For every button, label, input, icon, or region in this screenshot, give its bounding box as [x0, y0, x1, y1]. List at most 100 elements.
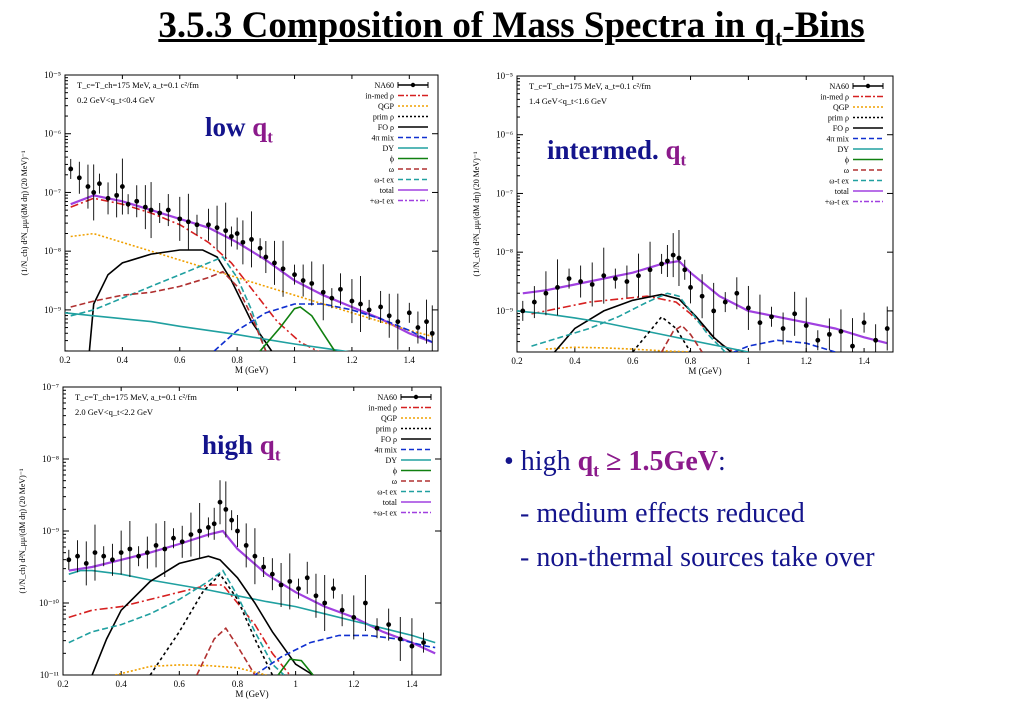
data-point	[358, 301, 363, 307]
legend-label: QGP	[381, 414, 398, 423]
data-point	[142, 204, 148, 210]
data-point	[803, 323, 809, 328]
data-point	[415, 325, 421, 330]
legend-label: FO ρ	[378, 123, 394, 132]
data-point	[421, 640, 426, 645]
data-point	[101, 553, 107, 559]
intermed-q-letter: q	[665, 135, 681, 165]
data-point	[68, 166, 74, 172]
data-point	[351, 615, 357, 620]
data-point	[223, 507, 229, 512]
data-point	[136, 553, 142, 559]
y-tick-label: 10⁻⁶	[44, 129, 61, 139]
y-tick-label: 10⁻⁵	[44, 70, 61, 80]
data-point	[395, 319, 401, 325]
bullet-condition: qt ≥ 1.5GeV	[578, 446, 718, 481]
y-tick-label: 10⁻⁵	[496, 71, 513, 81]
data-point	[659, 261, 665, 267]
data-point	[114, 192, 120, 198]
conclusion-bullets: • high qt ≥ 1.5GeV: - medium effects red…	[504, 446, 875, 580]
series-4-mix	[213, 303, 433, 351]
data-point	[873, 337, 879, 343]
x-tick-label: 0.8	[232, 355, 244, 365]
x-tick-label: 0.6	[627, 356, 639, 366]
series-prim-	[632, 315, 692, 352]
plot-header-params: T_c=T_ch=175 MeV, a_t=0.1 c²/fm	[529, 81, 651, 91]
data-point	[636, 273, 641, 279]
data-point	[188, 532, 194, 537]
data-point	[838, 329, 844, 334]
x-tick-label: 0.2	[57, 679, 68, 689]
data-point	[861, 320, 867, 326]
data-point	[92, 550, 98, 555]
x-tick-label: 1.2	[801, 356, 812, 366]
data-point	[165, 207, 171, 213]
data-point	[110, 557, 115, 563]
title-subscript: t	[775, 25, 783, 51]
data-point	[624, 279, 630, 284]
data-point	[249, 237, 254, 242]
x-axis-label: M (GeV)	[235, 689, 268, 699]
data-point	[185, 219, 191, 225]
plot-high-qt: 0.2 0.4 0.6 0.8 1 1.2 1.4 M (GeV) 10⁻⁷ 10⁻⁸ 10⁻⁹ 10…	[5, 378, 455, 705]
series-total	[68, 529, 436, 655]
y-axis-label: (1/N_ch) d²N_μμ/(dM dη) (20 MeV)⁻¹	[472, 151, 481, 276]
data-point	[363, 600, 368, 606]
data-point	[531, 299, 537, 305]
data-point	[386, 622, 392, 627]
legend-marker	[410, 82, 416, 88]
legend-label: prim ρ	[828, 114, 849, 123]
data-point	[826, 331, 832, 337]
y-tick-label: 10⁻⁶	[496, 130, 513, 140]
legend-label: DY	[837, 145, 849, 154]
data-point	[280, 266, 286, 272]
series-4-mix	[733, 339, 836, 352]
data-point	[223, 228, 229, 234]
title-end: -Bins	[782, 5, 865, 46]
intermed-q: qt	[665, 135, 686, 169]
x-tick-label: 0.4	[117, 355, 129, 365]
high-q-letter: q	[259, 430, 275, 460]
low-q-sub: t	[267, 127, 273, 147]
x-tick-label: 0.2	[511, 356, 522, 366]
data-point	[313, 593, 319, 599]
x-tick-label: 0.2	[59, 355, 70, 365]
data-point	[688, 285, 693, 290]
data-point	[162, 546, 168, 552]
plot-header-params: T_c=T_ch=175 MeV, a_t=0.1 c²/fm	[75, 392, 197, 402]
x-tick-label: 1.2	[348, 679, 359, 689]
data-point	[647, 267, 653, 273]
x-tick-label: 1.4	[404, 355, 416, 365]
x-tick-label: 1.2	[346, 355, 357, 365]
data-point	[257, 245, 263, 251]
x-tick-label: 0.8	[232, 679, 244, 689]
data-point	[409, 643, 415, 649]
legend-label: DY	[382, 144, 394, 153]
data-point	[287, 579, 293, 584]
data-point	[578, 279, 584, 284]
data-point	[745, 305, 751, 311]
data-point	[406, 310, 412, 316]
series--t-ex	[531, 292, 726, 352]
data-point	[682, 267, 688, 273]
plot-header-qt-range: 1.4 GeV<q_t<1.6 GeV	[529, 96, 608, 106]
series-in-med-	[70, 197, 320, 351]
legend-label: ω	[389, 165, 394, 174]
data-point	[304, 575, 310, 581]
series--	[196, 626, 256, 675]
y-tick-label: 10⁻⁹	[496, 306, 513, 316]
data-point	[85, 184, 91, 189]
data-point	[734, 290, 740, 296]
chart-svg: 0.2 0.4 0.6 0.8 1 1.2 1.4 M (GeV) 10⁻⁵ 10⁻⁶ 10⁻⁷ 10…	[20, 70, 439, 375]
data-point	[378, 304, 384, 310]
data-point	[338, 286, 343, 292]
legend-label: prim ρ	[376, 425, 397, 434]
data-point	[229, 234, 234, 239]
low-q: qt	[252, 112, 273, 146]
y-tick-label: 10⁻⁸	[496, 247, 513, 257]
y-tick-label: 10⁻⁸	[44, 246, 61, 256]
data-point	[177, 216, 183, 222]
bullet-prefix: • high	[504, 446, 578, 477]
data-point	[125, 201, 131, 207]
data-point	[134, 198, 140, 204]
